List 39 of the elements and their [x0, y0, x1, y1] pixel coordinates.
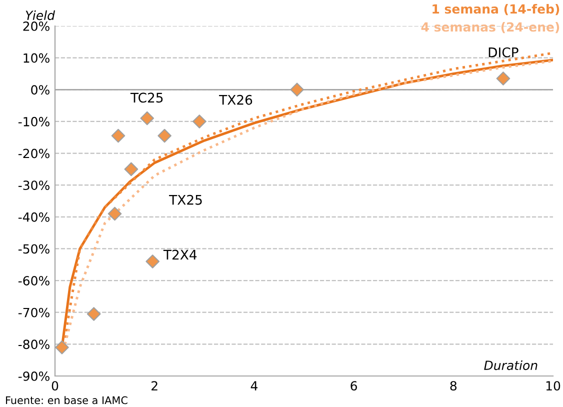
- annotation: TX25: [169, 194, 202, 205]
- y-tick-label: -60%: [18, 276, 50, 286]
- x-tick-label: 8: [450, 381, 457, 391]
- y-tick-label: 20%: [23, 21, 50, 31]
- annotation: DICP: [488, 47, 518, 58]
- text: 1 semana (14-feb): [432, 4, 560, 16]
- x-tick-label: 0: [52, 381, 58, 391]
- y-tick-label: -70%: [18, 308, 50, 318]
- annotation: T2X4: [163, 250, 197, 260]
- x-tick-label: 4: [250, 381, 258, 390]
- source-note: Fuente: en base a IAMC: [6, 396, 128, 404]
- y-tick-label: 0%: [31, 85, 50, 95]
- y-tick-label: -20%: [18, 148, 50, 158]
- y-tick-label: -80%: [18, 340, 50, 350]
- point: [146, 254, 160, 268]
- y-tick-label: -50%: [18, 244, 50, 254]
- y-tick-label: -10%: [18, 116, 50, 126]
- y-tick-label: 10%: [24, 53, 50, 63]
- point: [496, 72, 510, 86]
- x-axis-title: Duration: [484, 360, 538, 370]
- point: [290, 82, 304, 97]
- x-tick-label: 10: [546, 381, 560, 391]
- y-tick-label: -30%: [18, 180, 50, 190]
- point: [192, 114, 206, 128]
- point: [86, 307, 101, 321]
- text: 4 semanas (24-ene): [421, 22, 560, 34]
- point: [124, 162, 138, 176]
- annotation: TX26: [219, 94, 252, 105]
- y-tick-label: -40%: [18, 212, 50, 222]
- annotation: TC25: [130, 92, 163, 103]
- x-tick-label: 2: [152, 381, 158, 390]
- point: [108, 206, 122, 221]
- point: [158, 128, 172, 143]
- point: [55, 340, 69, 354]
- x-tick-label: 6: [350, 381, 357, 391]
- point: [111, 128, 126, 143]
- y-tick-label: -90%: [18, 371, 50, 381]
- point: [140, 111, 154, 126]
- y-axis-title: Yield: [26, 10, 56, 20]
